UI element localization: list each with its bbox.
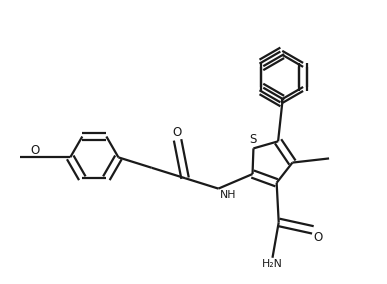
Text: O: O	[314, 231, 323, 244]
Text: H₂N: H₂N	[262, 259, 283, 269]
Text: O: O	[31, 144, 40, 157]
Text: S: S	[250, 133, 257, 146]
Text: O: O	[173, 126, 182, 139]
Text: NH: NH	[219, 190, 236, 200]
